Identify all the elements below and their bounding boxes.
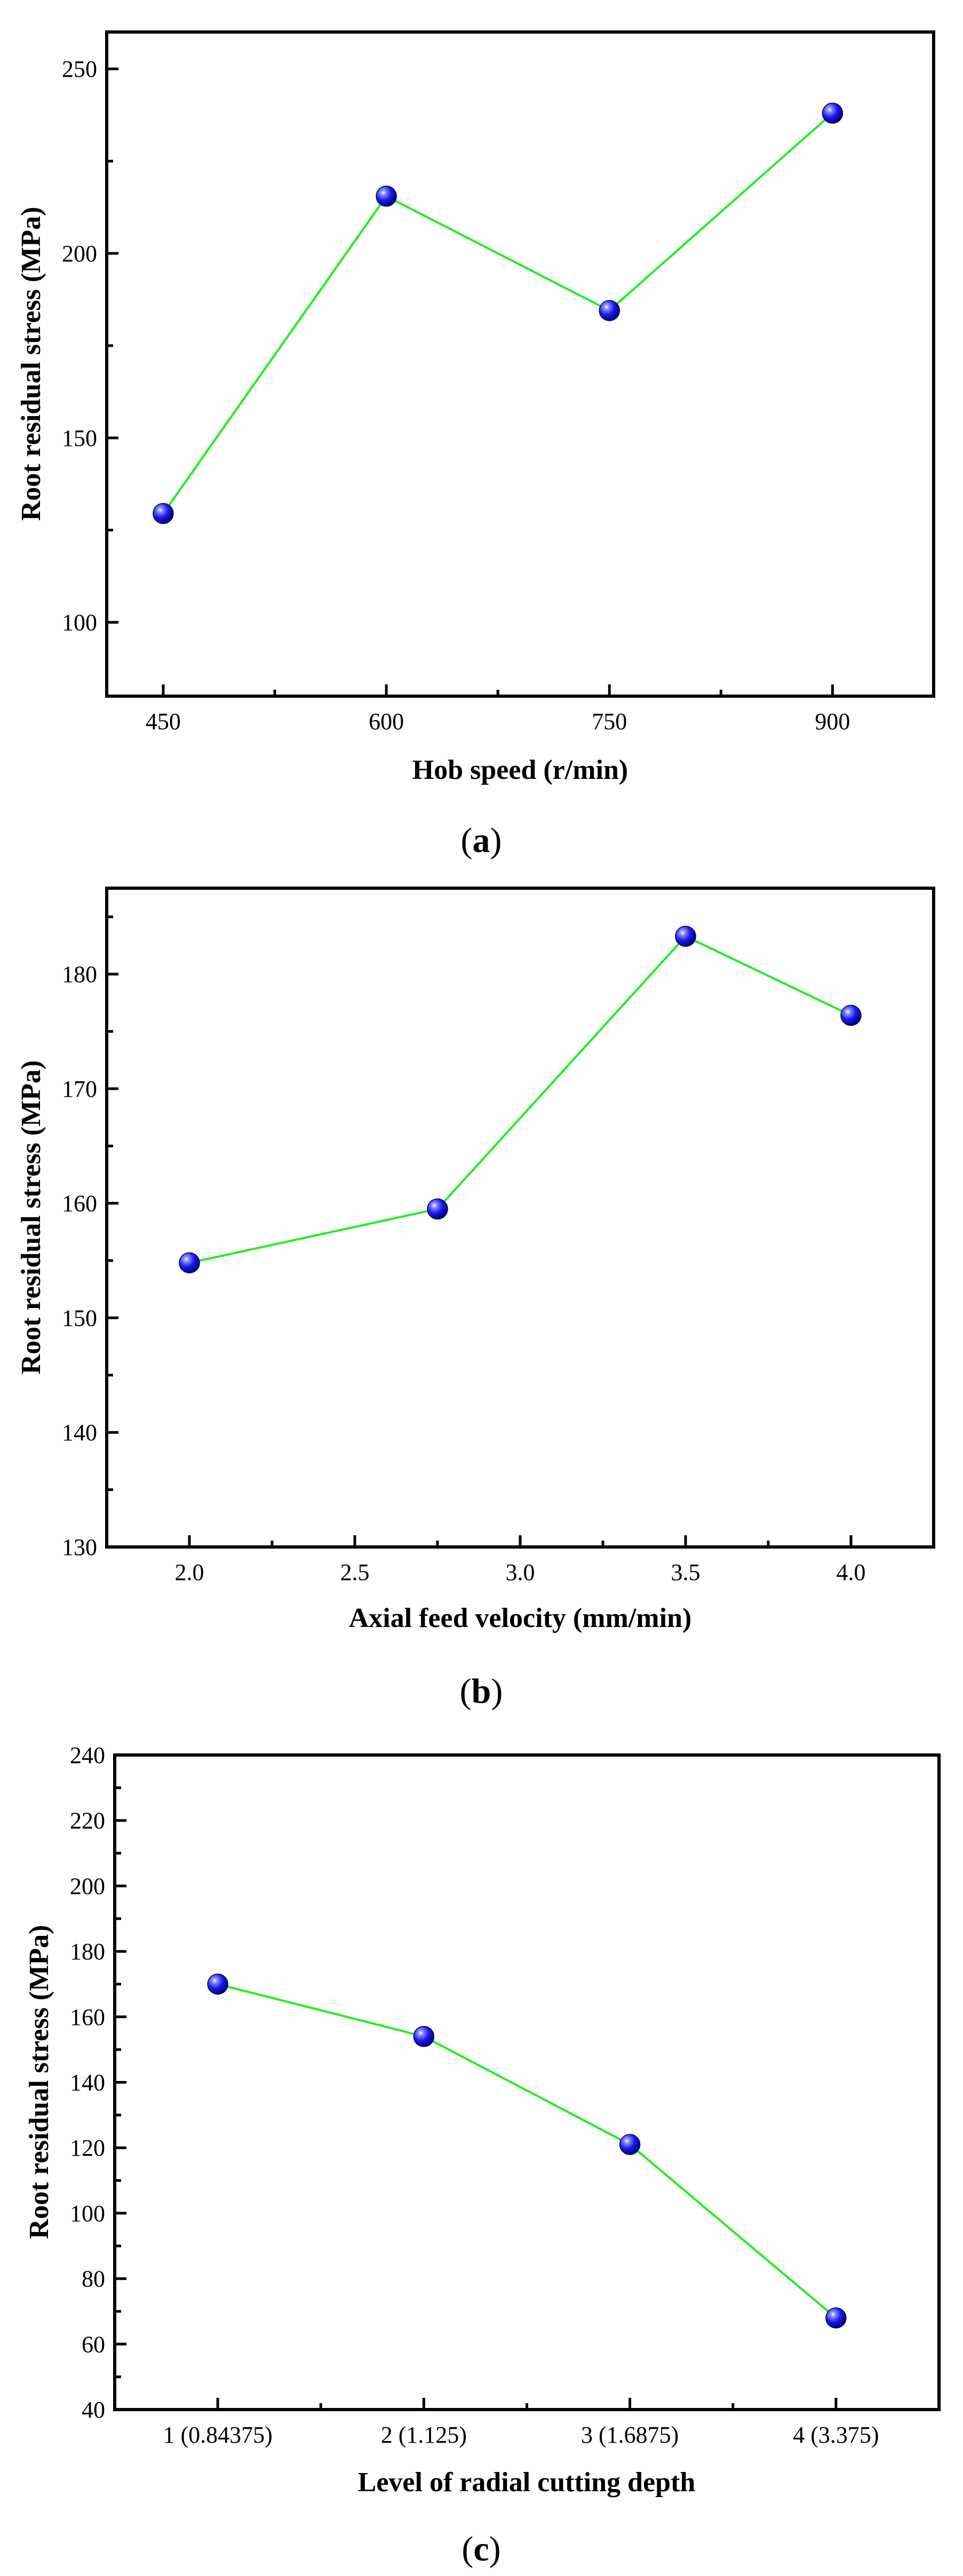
y-tick-label: 250 — [62, 56, 97, 82]
x-tick-label: 1 (0.84375) — [163, 2422, 272, 2448]
y-tick-label: 130 — [62, 1534, 97, 1560]
x-tick-label: 750 — [592, 708, 627, 735]
x-tick-label: 600 — [369, 708, 404, 735]
plot-frame-b — [105, 887, 935, 1549]
x-tick-label: 2 (1.125) — [381, 2422, 467, 2448]
x-tick-label: 3.0 — [506, 1559, 535, 1585]
data-point — [179, 1252, 200, 1274]
x-tick-label: 3 (1.6875) — [581, 2422, 679, 2448]
x-tick-label: 900 — [815, 708, 850, 735]
y-tick-label: 100 — [62, 610, 97, 636]
y-tick-label: 220 — [70, 1808, 105, 1834]
data-point — [376, 186, 397, 207]
chart-panel-c: 40 60 80 100 120 140 160 180 200 220 240 1 (0.84375… — [24, 1742, 941, 2569]
x-axis-title-a: Hob speed (r/min) — [412, 755, 628, 785]
y-tick-label: 140 — [70, 2070, 105, 2096]
y-tick-label: 150 — [62, 1305, 97, 1331]
y-axis-title-c: Root residual stress (MPa) — [24, 1925, 54, 2239]
plot-frame-c — [113, 1753, 941, 2411]
series-line — [189, 935, 851, 1264]
chart-panel-b: 130 140 150 160 170 180 2.0 2.5 3.0 3.5 4.0 Axial … — [16, 887, 935, 1711]
y-tick-label: 80 — [82, 2266, 105, 2292]
x-axis-title-c: Level of radial cutting depth — [358, 2467, 696, 2498]
y-axis-title-b: Root residual stress (MPa) — [16, 1060, 46, 1375]
y-tick-label: 60 — [82, 2331, 105, 2357]
data-point — [413, 2025, 435, 2047]
y-tick-label: 240 — [70, 1742, 105, 1768]
x-tick-label: 2.0 — [175, 1559, 204, 1585]
caption-c: (c) — [461, 2530, 500, 2569]
chart-panel-a: 100 150 200 250 450 600 750 900 Hob speed (r/mi… — [16, 30, 935, 860]
y-tick-label: 150 — [62, 425, 97, 451]
x-tick-label: 3.5 — [671, 1559, 701, 1585]
data-point — [822, 102, 843, 124]
data-point — [153, 503, 174, 524]
y-tick-label: 100 — [70, 2200, 105, 2227]
plot-frame-a — [105, 30, 935, 698]
y-tick-label: 180 — [62, 961, 97, 987]
data-point — [599, 300, 620, 321]
y-tick-label: 140 — [62, 1419, 97, 1446]
ticks-b: 130 140 150 160 170 180 2.0 2.5 3.0 3.5 4.0 — [62, 915, 935, 1585]
series-line — [217, 1983, 837, 2319]
data-point — [207, 1973, 228, 1995]
series-b — [179, 926, 862, 1274]
x-tick-label: 2.5 — [340, 1559, 370, 1585]
series-c — [207, 1973, 847, 2328]
data-point — [675, 926, 696, 947]
y-tick-label: 160 — [62, 1191, 97, 1217]
y-axis-title-a: Root residual stress (MPa) — [16, 207, 46, 521]
data-point — [619, 2134, 641, 2155]
y-tick-label: 120 — [70, 2135, 105, 2161]
y-tick-label: 200 — [62, 241, 97, 267]
y-tick-label: 160 — [70, 2004, 105, 2030]
y-tick-label: 40 — [82, 2397, 105, 2423]
ticks-a: 100 150 200 250 450 600 750 900 — [62, 56, 850, 735]
x-tick-label: 4.0 — [837, 1559, 866, 1585]
x-tick-label: 4 (3.375) — [793, 2422, 879, 2448]
data-point — [825, 2307, 847, 2328]
caption-b: (b) — [460, 1672, 503, 1711]
series-a — [153, 102, 843, 524]
x-tick-label: 450 — [146, 708, 181, 735]
x-axis-title-b: Axial feed velocity (mm/min) — [349, 1603, 692, 1633]
data-point — [840, 1004, 862, 1026]
ticks-c: 40 60 80 100 120 140 160 180 200 220 240 1 (0.84375… — [70, 1742, 879, 2448]
y-tick-label: 170 — [62, 1076, 97, 1102]
y-tick-label: 180 — [70, 1939, 105, 1965]
series-line — [162, 112, 833, 514]
caption-a: (a) — [461, 821, 502, 860]
y-tick-label: 200 — [70, 1873, 105, 1899]
data-point — [427, 1198, 448, 1220]
